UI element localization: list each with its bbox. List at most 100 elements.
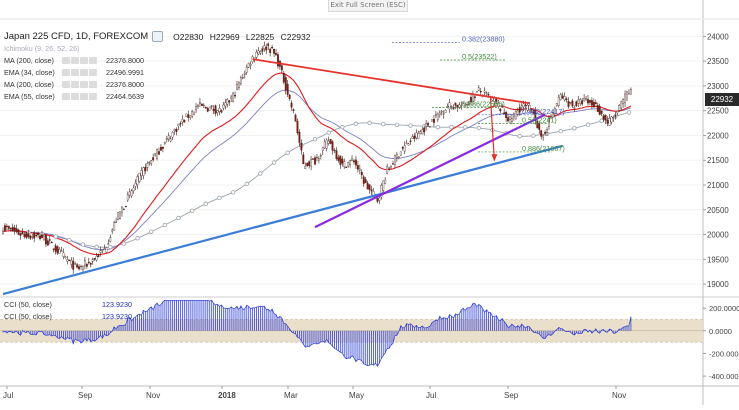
candle-body: [600, 110, 603, 114]
candle-body: [7, 226, 10, 229]
candle-body: [191, 110, 194, 117]
candle-body: [105, 247, 108, 253]
candle-body: [335, 150, 338, 159]
candle-body: [245, 66, 248, 73]
candle-body: [91, 259, 94, 262]
candle-body: [148, 161, 151, 164]
candle-body: [565, 98, 568, 101]
legend-ma200-b[interactable]: MA (200, close) 22376.8000: [4, 80, 144, 89]
indicator-buttons[interactable]: [62, 81, 97, 88]
candle-body: [524, 104, 527, 106]
candle-body: [161, 146, 164, 149]
candle-body: [378, 197, 381, 201]
candle-body: [629, 89, 632, 95]
candle-body: [15, 228, 18, 232]
candle-body: [532, 109, 535, 115]
ohlc-readout: O22830 H22969 L22825 C22932: [173, 32, 314, 42]
candle-body: [64, 256, 67, 259]
candle-body: [337, 157, 340, 161]
ma200-marker: [462, 125, 468, 130]
indicator-buttons[interactable]: [62, 93, 97, 100]
candle-body: [19, 233, 22, 236]
candle-body: [25, 231, 28, 238]
candle-body: [341, 158, 344, 164]
candle-body: [602, 115, 605, 120]
legend-ichimoku[interactable]: Ichimoku (9, 26, 52, 26): [4, 44, 80, 53]
candle-body: [522, 103, 525, 108]
candle-body: [429, 126, 431, 128]
candle-body: [122, 208, 125, 211]
candle-body: [394, 154, 396, 165]
candle-body: [9, 227, 12, 229]
time-tick-label: Nov: [612, 391, 626, 400]
candle-body: [204, 106, 207, 109]
candle-body: [199, 102, 201, 105]
candle-body: [269, 48, 272, 53]
candle-body: [150, 160, 153, 164]
cci-legend-1[interactable]: CCI (50, close) 123.9230: [4, 300, 132, 309]
candle-body: [294, 114, 297, 122]
candle-body: [610, 116, 613, 123]
candle-body: [434, 114, 437, 116]
legend-ema34[interactable]: EMA (34, close) 22496.9991: [4, 68, 144, 77]
candle-body: [368, 184, 371, 190]
candle-body: [555, 103, 558, 106]
candle-body: [624, 93, 626, 103]
candle-body: [477, 87, 480, 91]
candle-body: [470, 97, 472, 103]
candle-body: [187, 114, 190, 118]
candle-body: [388, 167, 391, 169]
candle-body: [514, 111, 517, 120]
candle-body: [536, 121, 539, 129]
candle-body: [218, 107, 221, 112]
time-tick-label: May: [349, 391, 364, 400]
fib-level-label: 0.5(23522): [462, 52, 497, 61]
candle-body: [433, 119, 435, 123]
candle-body: [421, 129, 424, 135]
candle-body: [589, 100, 591, 103]
candle-body: [466, 104, 469, 106]
candle-body: [130, 190, 133, 197]
candle-body: [54, 245, 57, 252]
candle-body: [11, 226, 14, 232]
cci-legend-2[interactable]: CCI (50, close) 123.9230: [4, 312, 132, 321]
candle-body: [13, 227, 16, 232]
indicator-buttons[interactable]: [62, 57, 97, 64]
candle-body: [620, 101, 623, 109]
exit-fullscreen-button[interactable]: Exit Full Screen (ESC): [328, 0, 408, 12]
candle-body: [347, 162, 350, 167]
candle-body: [446, 106, 449, 108]
candle-body: [550, 116, 552, 118]
candle-body: [239, 77, 242, 84]
candle-body: [214, 105, 217, 114]
legend-ema55[interactable]: EMA (55, close) 22464.5639: [4, 92, 144, 101]
candle-body: [27, 233, 30, 237]
price-tick-label: 21500: [707, 156, 729, 165]
indicator-buttons[interactable]: [62, 69, 97, 76]
candle-body: [212, 109, 215, 111]
candle-body: [581, 100, 584, 105]
candle-body: [183, 119, 186, 123]
settings-icon[interactable]: [152, 31, 164, 42]
legend-ma200-a[interactable]: MA (200, close) 22376.8000: [4, 56, 144, 65]
candle-body: [358, 168, 361, 171]
candle-body: [395, 154, 398, 158]
candle-body: [590, 100, 593, 106]
candle-body: [339, 155, 342, 165]
candle-body: [349, 160, 352, 165]
candle-body: [50, 241, 53, 244]
projection-arrowhead: [491, 154, 498, 162]
candle-body: [83, 260, 86, 266]
candle-body: [128, 191, 131, 196]
candle-body: [616, 111, 619, 114]
candle-body: [210, 105, 213, 107]
candle-body: [475, 91, 478, 93]
candle-body: [282, 72, 285, 83]
candle-body: [4, 225, 6, 231]
candle-body: [290, 102, 293, 108]
candle-body: [111, 229, 114, 232]
candle-body: [2, 231, 4, 234]
candle-body: [273, 49, 275, 54]
candle-body: [249, 64, 252, 66]
